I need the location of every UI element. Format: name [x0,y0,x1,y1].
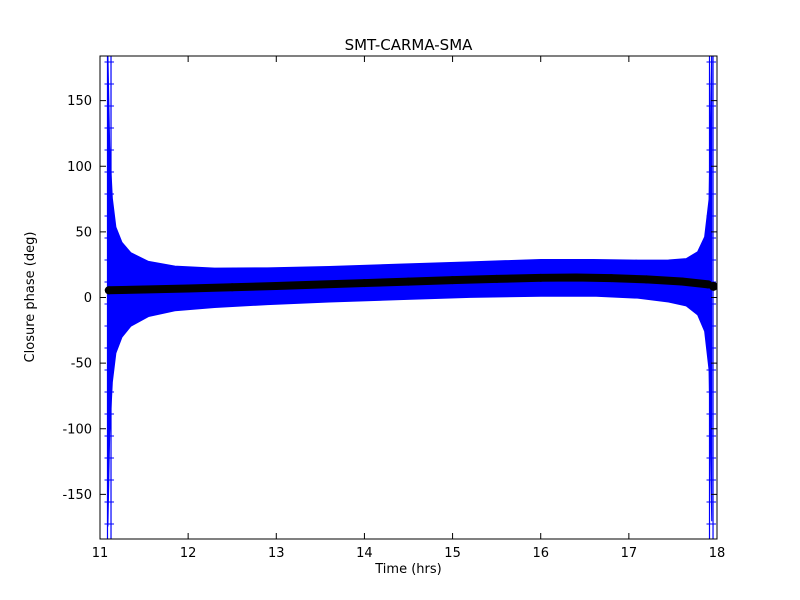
data-point [607,274,616,283]
y-tick-label: 150 [67,94,92,109]
data-point [404,277,413,286]
end-data-point [708,281,717,291]
data-point [536,273,545,282]
data-point [642,275,651,284]
error-envelope-band [107,56,713,527]
x-tick-label: 14 [356,546,373,561]
chart-title: SMT-CARMA-SMA [344,36,473,54]
data-point [571,273,580,282]
x-tick-label: 18 [709,546,726,561]
x-tick-label: 12 [180,546,197,561]
x-tick-label: 15 [444,546,461,561]
x-axis-label: Time (hrs) [375,562,442,577]
y-tick-label: 0 [84,291,92,306]
axis-ticks [99,56,718,539]
data-point [360,279,369,288]
data-point [492,274,501,283]
data-point [184,284,193,293]
data-point [448,276,457,285]
tick-labels: 11 12 13 14 15 16 17 18 -150 -100 -50 0 50 100 150 [62,94,725,561]
data-point [272,281,281,290]
data-point [104,286,113,295]
y-axis-label: Closure phase (deg) [23,231,38,363]
y-tick-label: -150 [62,488,92,503]
y-tick-label: -100 [62,422,92,437]
data-point [228,283,237,292]
plot-area [104,56,717,539]
y-tick-label: -50 [71,357,92,372]
x-tick-label: 13 [268,546,285,561]
data-point [677,277,686,286]
data-point [316,280,325,289]
x-tick-label: 11 [92,546,109,561]
x-tick-label: 16 [532,546,549,561]
closure-phase-points [104,273,713,295]
data-point [140,285,149,294]
y-tick-label: 50 [75,225,92,240]
y-tick-label: 100 [67,160,92,175]
x-tick-label: 17 [621,546,638,561]
